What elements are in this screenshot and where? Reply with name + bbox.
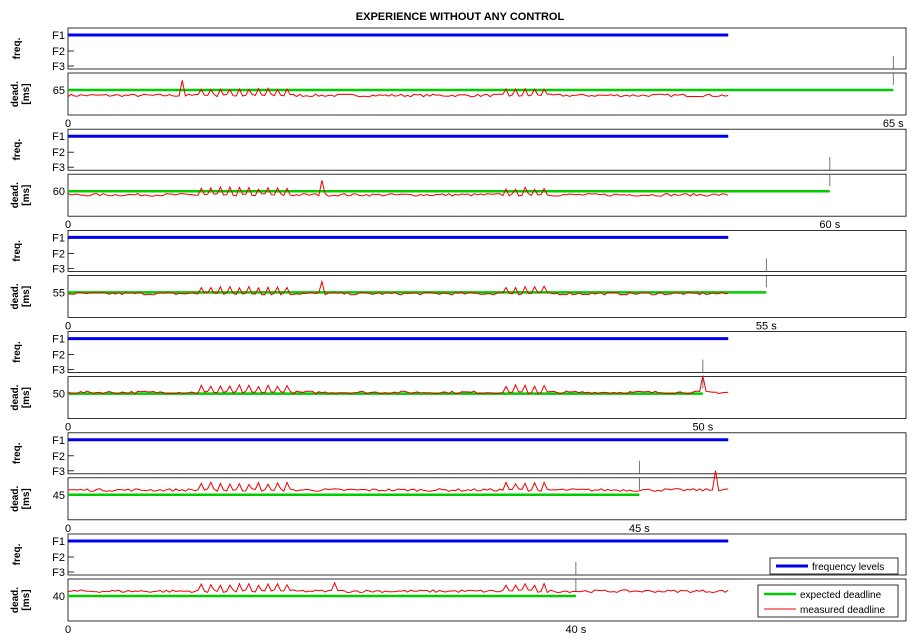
deadline-ylabel-line: dead. (10, 283, 21, 309)
freq-tick-label: F3 (52, 162, 65, 174)
freq-ylabel: freq. (12, 543, 23, 565)
deadline-tick-label: 65 (53, 85, 65, 97)
freq-tick-label: F3 (52, 365, 65, 377)
deadline-tick-label: 40 (53, 591, 65, 603)
x-end-label: 60 s (819, 219, 840, 231)
freq-tick-label: F1 (52, 536, 65, 548)
freq-axes-box (67, 128, 907, 171)
x-end-label: 40 s (565, 624, 586, 636)
experiment-group: F1 F2 F3 freq. 45 dead.[ms] 0 45 s (10, 432, 907, 535)
deadline-ylabel-line: [ms] (21, 286, 32, 307)
measured-deadline-line (67, 375, 729, 395)
deadline-axes-box (67, 173, 907, 217)
deadline-ylabel-line: dead. (10, 486, 21, 512)
freq-ylabel: freq. (12, 341, 23, 363)
deadline-ylabel: dead.[ms] (10, 182, 32, 208)
deadline-ylabel: dead.[ms] (10, 81, 32, 107)
measured-deadline-line (67, 581, 729, 594)
deadline-ylabel-line: [ms] (21, 488, 32, 509)
deadline-ylabel-line: [ms] (21, 589, 32, 610)
freq-tick-label: F3 (52, 567, 65, 579)
frequency-legend-box (769, 557, 899, 575)
freq-tick-label: F2 (52, 46, 65, 58)
deadline-legend-box (757, 584, 899, 618)
freq-ylabel: freq. (12, 442, 23, 464)
freq-tick-label: F1 (52, 30, 65, 42)
experiment-group: F1 F2 F3 freq. 40 dead.[ms] 0 40 s (10, 533, 907, 636)
deadline-ylabel-line: [ms] (21, 387, 32, 408)
deadline-axes-box (67, 72, 907, 116)
figure-title: EXPERIENCE WITHOUT ANY CONTROL (356, 11, 565, 23)
freq-tick-label: F2 (52, 147, 65, 159)
deadline-tick-label: 50 (53, 389, 65, 401)
x-origin-label: 0 (65, 320, 71, 332)
measured-deadline-line (67, 470, 729, 493)
freq-tick-label: F1 (52, 232, 65, 244)
freq-ylabel: freq. (12, 240, 23, 262)
x-origin-label: 0 (65, 219, 71, 231)
x-origin-label: 0 (65, 118, 71, 130)
freq-axes-box (67, 331, 907, 374)
frequency-legend: frequency levels (769, 557, 899, 575)
freq-tick-label: F2 (52, 451, 65, 463)
x-end-label: 55 s (756, 320, 777, 332)
deadline-axes-box (67, 376, 907, 420)
measured-deadline-line (67, 180, 729, 197)
x-origin-label: 0 (65, 523, 71, 535)
freq-axes-box (67, 432, 907, 475)
measured-deadline-line (67, 80, 729, 98)
deadline-axes-box (67, 578, 907, 622)
measured-legend-label: measured deadline (800, 605, 885, 616)
freq-axes-box (67, 27, 907, 70)
freq-tick-label: F1 (52, 131, 65, 143)
experiment-group: F1 F2 F3 freq. 60 dead.[ms] 0 60 s (10, 128, 907, 231)
freq-axes-box (67, 229, 907, 272)
x-end-label: 45 s (629, 523, 650, 535)
x-end-label: 65 s (883, 118, 904, 130)
freq-tick-label: F2 (52, 552, 65, 564)
deadline-axes-box (67, 274, 907, 318)
deadline-ylabel-line: [ms] (21, 83, 32, 104)
experiment-group: F1 F2 F3 freq. 65 dead.[ms] 0 65 s (10, 27, 907, 130)
freq-tick-label: F3 (52, 466, 65, 478)
deadline-ylabel: dead.[ms] (10, 384, 32, 410)
measured-deadline-line (67, 279, 729, 296)
experiment-group: F1 F2 F3 freq. 50 dead.[ms] 0 50 s (10, 331, 907, 434)
deadline-tick-label: 60 (53, 186, 65, 198)
freq-ylabel: freq. (12, 139, 23, 161)
expected-legend-label: expected deadline (800, 590, 882, 601)
freq-tick-label: F3 (52, 61, 65, 73)
deadline-ylabel-line: dead. (10, 182, 21, 208)
freq-axes-box (67, 533, 907, 576)
deadline-ylabel: dead.[ms] (10, 486, 32, 512)
freq-tick-label: F1 (52, 334, 65, 346)
freq-ylabel: freq. (12, 37, 23, 59)
freq-tick-label: F2 (52, 248, 65, 260)
deadline-ylabel-line: dead. (10, 587, 21, 613)
freq-tick-label: F2 (52, 350, 65, 362)
freq-tick-label: F1 (52, 435, 65, 447)
deadline-tick-label: 45 (53, 490, 65, 502)
x-origin-label: 0 (65, 422, 71, 434)
deadline-ylabel: dead.[ms] (10, 283, 32, 309)
frequency-legend-label: frequency levels (812, 562, 884, 573)
deadline-tick-label: 55 (53, 287, 65, 299)
deadline-ylabel-line: dead. (10, 81, 21, 107)
deadline-ylabel-line: [ms] (21, 185, 32, 206)
deadline-ylabel: dead.[ms] (10, 587, 32, 613)
freq-tick-label: F3 (52, 263, 65, 275)
experiment-group: F1 F2 F3 freq. 55 dead.[ms] 0 55 s (10, 229, 907, 332)
deadline-ylabel-line: dead. (10, 384, 21, 410)
x-origin-label: 0 (65, 624, 71, 636)
legends: frequency levels expected deadline measure… (757, 557, 899, 618)
deadline-axes-box (67, 477, 907, 521)
deadline-legend: expected deadline measured deadline (757, 584, 899, 618)
x-end-label: 50 s (692, 422, 713, 434)
